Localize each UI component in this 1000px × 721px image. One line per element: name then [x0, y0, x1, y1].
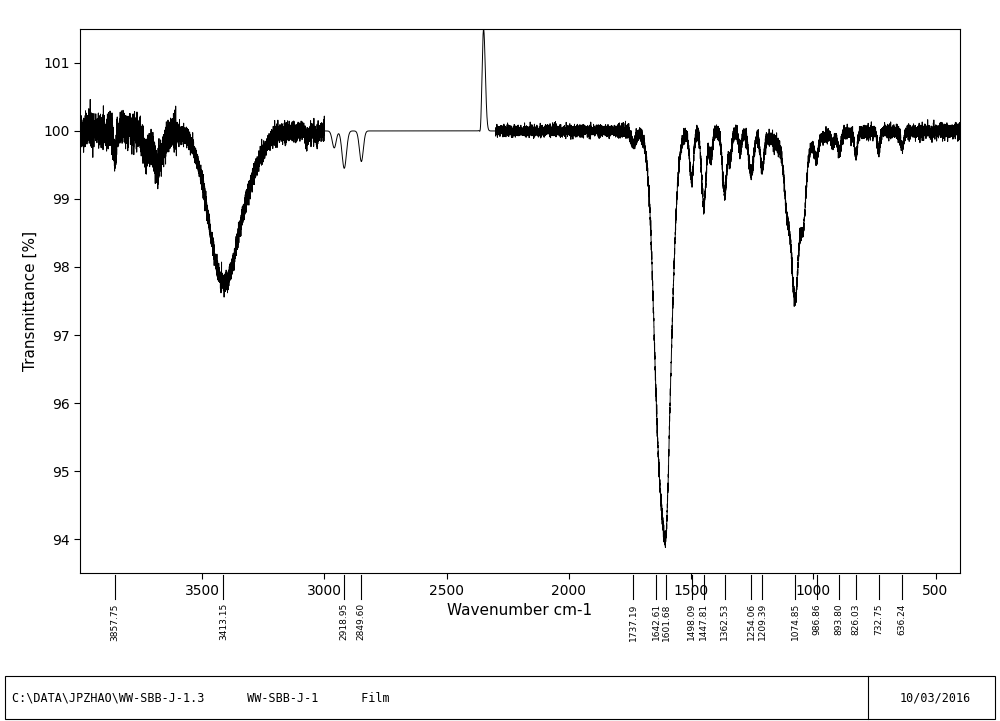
Text: 1362.53: 1362.53	[720, 603, 729, 640]
X-axis label: Wavenumber cm-1: Wavenumber cm-1	[447, 603, 593, 618]
Text: 1642.61: 1642.61	[652, 603, 661, 640]
Text: C:\DATA\JPZHAO\WW-SBB-J-1.3      WW-SBB-J-1      Film: C:\DATA\JPZHAO\WW-SBB-J-1.3 WW-SBB-J-1 F…	[12, 691, 390, 704]
Text: 1447.81: 1447.81	[699, 603, 708, 640]
Text: 1254.06: 1254.06	[747, 603, 756, 640]
Text: 1074.85: 1074.85	[791, 603, 800, 640]
Text: 1737.19: 1737.19	[629, 603, 638, 640]
Text: 3857.75: 3857.75	[110, 603, 119, 640]
Y-axis label: Transmittance [%]: Transmittance [%]	[23, 231, 38, 371]
Text: 826.03: 826.03	[851, 603, 860, 634]
FancyBboxPatch shape	[5, 676, 995, 719]
Text: 1601.68: 1601.68	[662, 603, 671, 640]
Text: 732.75: 732.75	[874, 603, 883, 634]
Text: 2918.95: 2918.95	[340, 603, 349, 640]
Text: 3413.15: 3413.15	[219, 603, 228, 640]
Text: 2849.60: 2849.60	[357, 603, 366, 640]
Text: 986.86: 986.86	[812, 603, 821, 634]
Text: 1209.39: 1209.39	[758, 603, 767, 640]
Text: 893.80: 893.80	[835, 603, 844, 634]
Text: 636.24: 636.24	[898, 603, 907, 634]
Text: 1498.09: 1498.09	[687, 603, 696, 640]
Text: 10/03/2016: 10/03/2016	[899, 691, 971, 704]
